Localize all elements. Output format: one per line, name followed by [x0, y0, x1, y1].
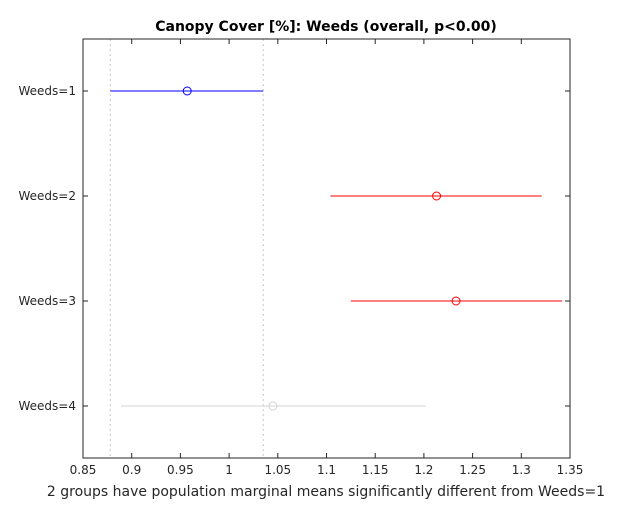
x-tick-label: 1 [225, 463, 233, 477]
y-tick-label: Weeds=4 [19, 399, 77, 413]
x-tick-label: 0.9 [122, 463, 141, 477]
x-tick-label: 1.15 [362, 463, 389, 477]
mean-marker [432, 191, 442, 201]
x-tick-label: 0.85 [70, 463, 97, 477]
x-tick-label: 1.2 [414, 463, 433, 477]
plot-frame [82, 38, 571, 459]
x-tick-label: 1.05 [264, 463, 291, 477]
chart-title: Canopy Cover [%]: Weeds (overall, p<0.00… [155, 19, 497, 35]
mean-marker [451, 296, 461, 306]
reference-lines [109, 39, 264, 458]
x-tick-labels: 0.85 0.9 0.95 1 1.05 1.1 1.15 1.2 1.25 1.3 1.35 [70, 463, 584, 477]
x-tick-label: 0.95 [167, 463, 194, 477]
mean-marker [268, 401, 278, 411]
mean-marker [182, 86, 192, 96]
x-tick-label: 1.1 [317, 463, 336, 477]
x-tick-label: 1.25 [459, 463, 486, 477]
x-tick-label: 1.3 [512, 463, 531, 477]
y-tick-label: Weeds=2 [19, 189, 77, 203]
x-tick-label: 1.35 [557, 463, 584, 477]
y-tick-label: Weeds=3 [19, 294, 77, 308]
axis-ticks [82, 39, 571, 458]
x-axis-label: 2 groups have population marginal means … [47, 484, 605, 500]
interval-series [110, 86, 563, 411]
y-tick-labels: Weeds=1 Weeds=2 Weeds=3 Weeds=4 [19, 84, 77, 413]
y-tick-label: Weeds=1 [19, 84, 77, 98]
